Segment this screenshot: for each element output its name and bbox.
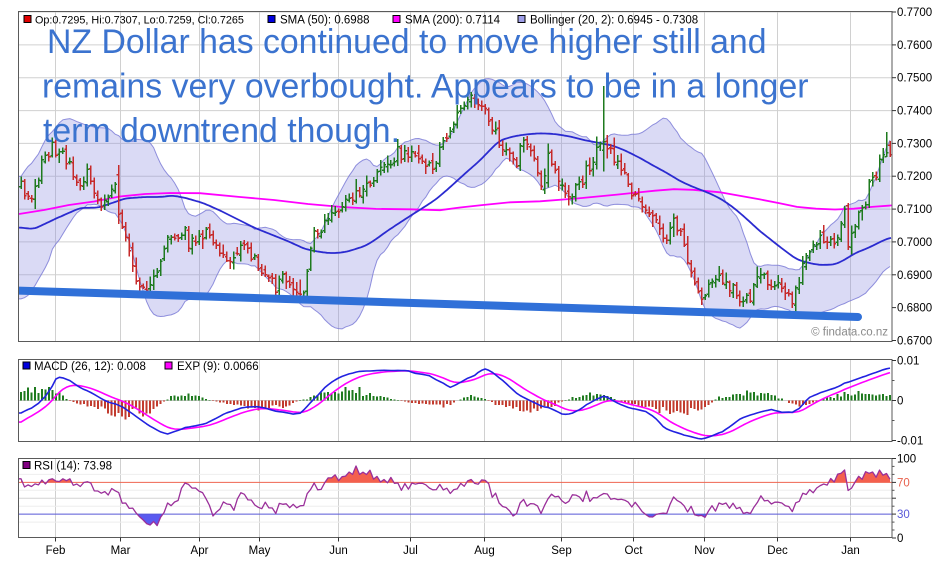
svg-text:Oct: Oct: [625, 545, 644, 557]
svg-text:SMA (50): 0.6988: SMA (50): 0.6988: [280, 15, 370, 27]
svg-text:0.7000: 0.7000: [897, 237, 932, 249]
svg-text:Op:0.7295, Hi:0.7307, Lo:0.725: Op:0.7295, Hi:0.7307, Lo:0.7259, Cl:0.72…: [35, 15, 244, 27]
svg-text:0.7700: 0.7700: [897, 7, 932, 19]
svg-text:0.6700: 0.6700: [897, 336, 932, 348]
svg-text:Nov: Nov: [694, 545, 715, 557]
svg-text:Jan: Jan: [841, 545, 860, 557]
svg-text:-0.01: -0.01: [897, 436, 923, 448]
svg-text:0.6800: 0.6800: [897, 303, 932, 315]
svg-text:Mar: Mar: [111, 545, 131, 557]
svg-text:© findata.co.nz: © findata.co.nz: [811, 327, 888, 339]
svg-text:0.7600: 0.7600: [897, 40, 932, 52]
svg-text:0.6900: 0.6900: [897, 270, 932, 282]
svg-text:Jun: Jun: [329, 545, 348, 557]
svg-text:Bollinger (20, 2): 0.6945 - 0.: Bollinger (20, 2): 0.6945 - 0.7308: [530, 15, 698, 27]
svg-text:Aug: Aug: [474, 545, 494, 557]
svg-text:RSI (14): 73.98: RSI (14): 73.98: [34, 461, 112, 473]
svg-text:70: 70: [897, 477, 910, 489]
svg-text:remains very overbought. Appea: remains very overbought. Appears to be i…: [42, 68, 809, 106]
svg-text:SMA (200): 0.7114: SMA (200): 0.7114: [405, 15, 501, 27]
svg-text:0.7100: 0.7100: [897, 204, 932, 216]
svg-text:term downtrend though.: term downtrend though.: [43, 112, 400, 150]
svg-text:NZ Dollar has continued to mov: NZ Dollar has continued to move higher s…: [47, 23, 767, 61]
svg-text:0.7400: 0.7400: [897, 106, 932, 118]
svg-text:Dec: Dec: [767, 545, 788, 557]
svg-text:EXP (9): 0.0066: EXP (9): 0.0066: [177, 361, 259, 373]
svg-text:0: 0: [897, 533, 903, 545]
svg-text:0.7500: 0.7500: [897, 73, 932, 85]
svg-text:0.01: 0.01: [897, 356, 919, 368]
svg-text:Sep: Sep: [551, 545, 571, 557]
svg-text:Jul: Jul: [403, 545, 418, 557]
svg-text:0.7300: 0.7300: [897, 138, 932, 150]
svg-text:May: May: [249, 545, 271, 557]
svg-text:Apr: Apr: [191, 545, 209, 557]
svg-text:100: 100: [897, 454, 916, 466]
svg-text:0: 0: [897, 396, 903, 408]
svg-text:Feb: Feb: [46, 545, 66, 557]
svg-text:MACD (26, 12): 0.008: MACD (26, 12): 0.008: [34, 361, 146, 373]
svg-text:0.7200: 0.7200: [897, 171, 932, 183]
svg-text:30: 30: [897, 509, 910, 521]
